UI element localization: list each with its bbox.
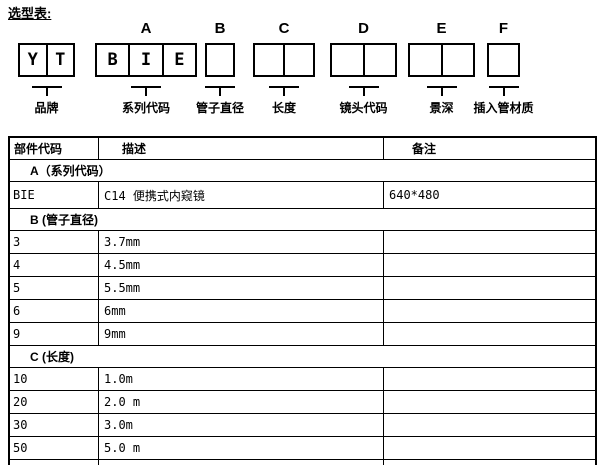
group-letter: F: [498, 20, 509, 37]
table-row: 30 3.0m: [10, 414, 595, 437]
section-row-b-tube-diameter: B (管子直径): [10, 209, 595, 231]
diagram-group-brand: Y T 品牌: [18, 43, 75, 116]
code-cell: [285, 45, 313, 75]
table-row-partial: [10, 460, 595, 465]
table-row: 20 2.0 m: [10, 391, 595, 414]
group-letter: C: [278, 20, 290, 37]
connector: [253, 86, 315, 96]
connector: [408, 86, 475, 96]
code-cell: Y: [20, 45, 48, 75]
parts-table: 部件代码 描述 备注 A（系列代码） BIE C14 便携式内窥镜 640*48…: [8, 136, 597, 465]
table-row: 4 4.5mm: [10, 254, 595, 277]
code-cell: [489, 45, 518, 75]
group-label: 长度: [271, 101, 297, 115]
code-box-length: [253, 43, 315, 77]
code-cell: B: [97, 45, 131, 75]
connector: [205, 86, 235, 96]
table-row: 9 9mm: [10, 323, 595, 346]
group-label: 景深: [429, 101, 454, 115]
group-label: 管子直径: [195, 101, 245, 115]
table-row: 5 5.5mm: [10, 277, 595, 300]
code-box-series: B I E: [95, 43, 197, 77]
code-cell: E: [174, 50, 185, 70]
table-header-row: 部件代码 描述 备注: [10, 138, 595, 160]
code-box-lens-code: [330, 43, 397, 77]
code-box-depth-of-field: [408, 43, 475, 77]
header-remarks: 备注: [412, 142, 437, 156]
code-box-tube-diameter: [205, 43, 235, 77]
code-cell: [443, 45, 474, 75]
page-title: 选型表:: [8, 6, 52, 21]
connector: [95, 86, 197, 96]
group-label: 品牌: [34, 101, 59, 115]
diagram-group-length: C 长度: [253, 20, 315, 116]
header-part-code: 部件代码: [10, 138, 99, 159]
table-row: BIE C14 便携式内窥镜 640*480: [10, 182, 595, 209]
code-cell: [207, 45, 233, 75]
code-cell: T: [55, 50, 66, 70]
group-letter: D: [358, 20, 369, 37]
diagram-group-depth-of-field: E 景深: [408, 20, 475, 116]
code-cell: [410, 45, 443, 75]
diagram-group-lens-code: D 镜头代码: [330, 20, 397, 116]
group-letter: E: [436, 20, 447, 37]
code-cell: [255, 45, 285, 75]
connector: [487, 86, 520, 96]
table-row: 10 1.0m: [10, 368, 595, 391]
group-letter: A: [140, 20, 152, 37]
code-box-tube-material: [487, 43, 520, 77]
diagram-group-tube-diameter: B 管子直径: [196, 20, 244, 116]
diagram-group-tube-material: F 插入管材质: [473, 20, 533, 116]
group-label: 镜头代码: [339, 101, 388, 115]
table-row: 50 5.0 m: [10, 437, 595, 460]
code-cell: [365, 45, 396, 75]
group-label: 系列代码: [121, 101, 171, 115]
code-cell: I: [130, 45, 164, 75]
connector: [330, 86, 397, 96]
code-box-brand: Y T: [18, 43, 75, 77]
header-description: 描述: [99, 138, 384, 159]
connector: [18, 86, 75, 96]
section-row-c-length: C (长度): [10, 346, 595, 368]
section-row-a-series-code: A（系列代码）: [10, 160, 595, 182]
table-row: 3 3.7mm: [10, 231, 595, 254]
diagram-group-series-code: A B I E 系列代码: [95, 20, 197, 116]
group-label: 插入管材质: [473, 101, 534, 115]
group-letter: B: [214, 20, 226, 37]
code-cell: [332, 45, 365, 75]
table-row: 6 6mm: [10, 300, 595, 323]
